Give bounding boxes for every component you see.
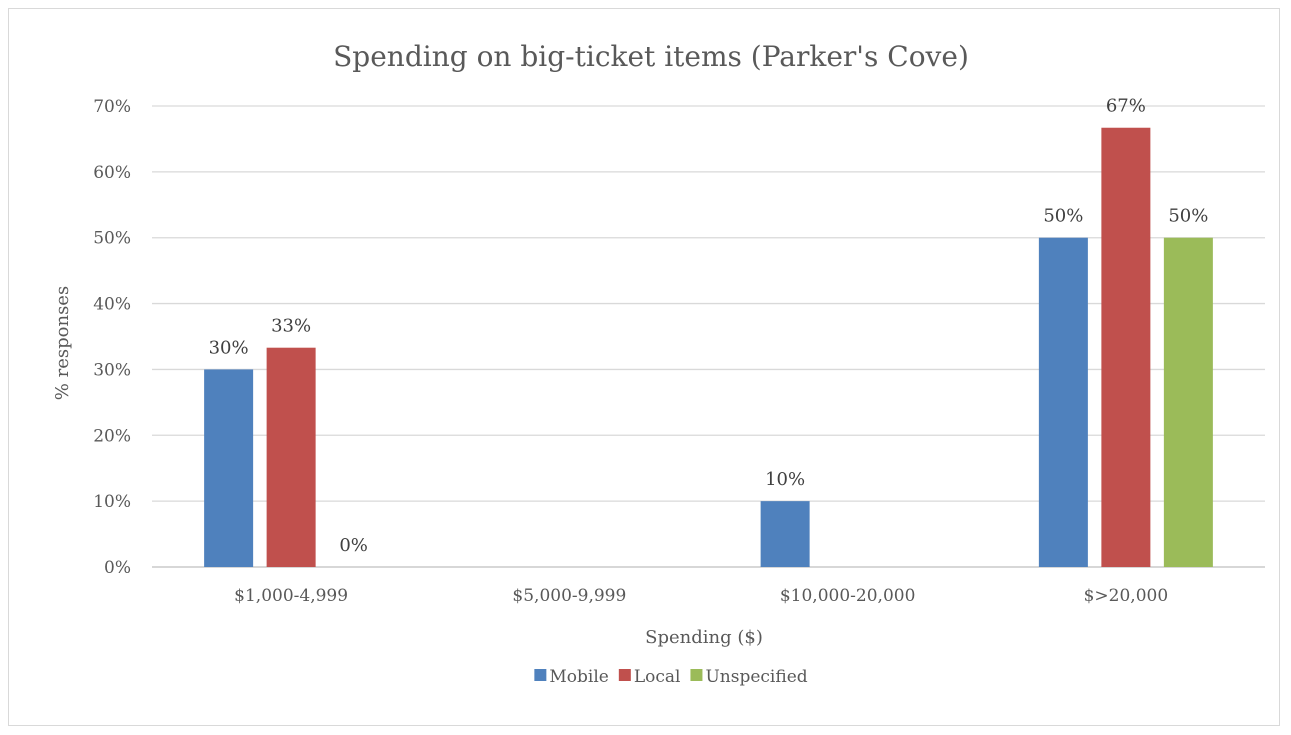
- y-tick-label: 0%: [104, 558, 131, 578]
- y-tick-label: 40%: [93, 295, 131, 315]
- data-labels: 30% 33% 0% 10% 50% 67% 50%: [209, 96, 1209, 556]
- y-tick-label: 20%: [93, 426, 131, 446]
- bar-local: [266, 347, 316, 567]
- data-label: 50%: [1043, 206, 1083, 227]
- y-tick-label: 50%: [93, 229, 131, 249]
- legend-label: Mobile: [549, 667, 608, 687]
- bar-unspecified: [1163, 237, 1213, 567]
- x-tick-label: $>20,000: [1084, 586, 1169, 606]
- legend-label: Local: [634, 667, 681, 687]
- y-tick-label: 70%: [93, 97, 131, 117]
- bar-mobile: [204, 369, 254, 567]
- y-axis-title: % responses: [52, 286, 73, 400]
- data-label: 30%: [209, 337, 249, 358]
- data-label: 33%: [271, 316, 311, 337]
- chart-title: Spending on big-ticket items (Parker's C…: [333, 40, 969, 73]
- data-label: 0%: [339, 535, 368, 556]
- x-tick-label: $5,000-9,999: [512, 586, 626, 606]
- legend-item: Mobile: [534, 667, 609, 687]
- x-axis-ticks: $1,000-4,999 $5,000-9,999 $10,000-20,000 $>…: [234, 586, 1168, 606]
- legend-swatch: [618, 669, 631, 681]
- legend-label: Unspecified: [705, 667, 807, 687]
- bar-local: [1101, 127, 1151, 568]
- legend-swatch: [690, 669, 703, 681]
- y-axis-ticks: 0% 10% 20% 30% 40% 50% 60% 70%: [93, 97, 131, 578]
- legend-item: Local: [618, 667, 681, 687]
- data-label: 10%: [765, 469, 805, 490]
- bar-mobile: [1038, 237, 1088, 567]
- x-tick-label: $10,000-20,000: [780, 586, 916, 606]
- chart-area: Spending on big-ticket items (Parker's C…: [8, 8, 1280, 726]
- y-tick-label: 30%: [93, 360, 131, 380]
- data-label: 67%: [1106, 96, 1146, 117]
- x-axis-title: Spending ($): [645, 627, 763, 648]
- data-label: 50%: [1168, 206, 1208, 227]
- bars: [204, 127, 1213, 568]
- y-tick-label: 60%: [93, 163, 131, 183]
- legend: Mobile Local Unspecified: [534, 667, 808, 687]
- bar-chart: Spending on big-ticket items (Parker's C…: [52, 40, 1265, 687]
- bar-mobile: [760, 501, 810, 567]
- gridlines: [152, 105, 1265, 568]
- legend-swatch: [534, 669, 547, 681]
- y-tick-label: 10%: [93, 492, 131, 512]
- legend-item: Unspecified: [690, 667, 808, 687]
- x-tick-label: $1,000-4,999: [234, 586, 348, 606]
